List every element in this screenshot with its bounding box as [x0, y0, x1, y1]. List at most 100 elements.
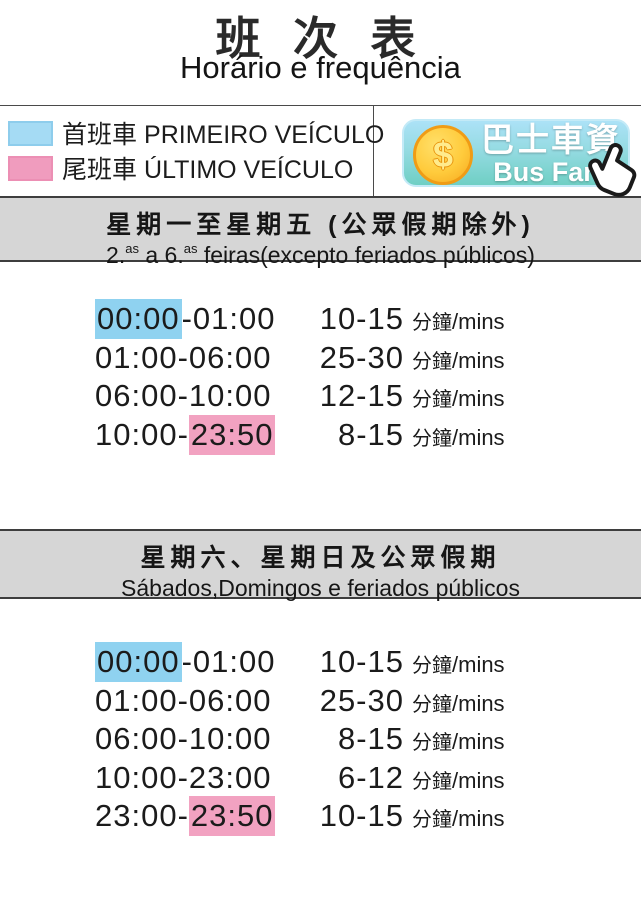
time-dash: - — [177, 339, 189, 375]
schedule-table-weekend: 00:00-01:00 10-15 分鐘/mins 01:00-06:00 25… — [95, 642, 505, 837]
pt-text: 2. — [106, 242, 126, 268]
frequency-unit: 分鐘/mins — [412, 760, 505, 796]
unit-en: /mins — [452, 347, 505, 373]
time-from: 06:00 — [95, 721, 178, 756]
schedule-row: 01:00-06:00 25-30 分鐘/mins — [95, 683, 505, 722]
page-title-zh: 班 次 表 — [215, 13, 426, 64]
legend-divider — [373, 106, 374, 197]
unit-en: /mins — [452, 690, 505, 716]
frequency-unit: 分鐘/mins — [412, 417, 505, 453]
time-range: 00:00-01:00 — [95, 299, 300, 339]
time-range: 10:00-23:50 — [95, 414, 300, 455]
frequency: 12-15 — [319, 378, 404, 413]
time-dash: - — [181, 644, 193, 679]
frequency-unit: 分鐘/mins — [412, 301, 505, 337]
schedule-row: 10:00-23:00 6-12 分鐘/mins — [95, 760, 505, 799]
time-from: 23:00 — [95, 798, 178, 833]
time-range: 01:00-06:00 — [95, 683, 300, 719]
frequency: 8-15 — [337, 416, 404, 452]
schedule-row: 00:00-01:00 10-15 分鐘/mins — [95, 299, 505, 340]
page-title-pt: Horário e frequência — [180, 50, 461, 85]
unit-en: /mins — [452, 806, 505, 831]
frequency-unit: 分鐘/mins — [412, 683, 505, 719]
schedule-row: 01:00-06:00 25-30 分鐘/mins — [95, 340, 505, 379]
time-range: 06:00-10:00 — [95, 721, 300, 757]
time-dash: - — [177, 682, 189, 718]
weekend-header-zh: 星期六、星期日及公眾假期 — [140, 544, 501, 572]
frequency-unit: 分鐘/mins — [412, 644, 505, 680]
frequency: 10-15 — [319, 798, 404, 833]
unit-en: /mins — [452, 386, 505, 411]
schedule-table-weekday: 00:00-01:00 10-15 分鐘/mins 01:00-06:00 25… — [95, 299, 505, 456]
frequency: 10-15 — [319, 301, 404, 336]
hand-cursor-icon — [586, 141, 641, 211]
legend-label-pt: ÚLTIMO VEÍCULO — [144, 156, 354, 184]
time-dash: - — [177, 759, 189, 795]
frequency: 8-15 — [337, 721, 404, 756]
time-dash: - — [177, 378, 189, 413]
pt-text: a 6. — [138, 242, 184, 268]
unit-zh: 分鐘 — [412, 809, 452, 831]
section-header-weekday: 星期一至星期五 (公眾假期除外) 2.as a 6.as feiras(exce… — [0, 196, 641, 268]
legend-section: 首班車 PRIMEIRO VEÍCULO 尾班車 ÚLTIMO VEÍCULO $ … — [0, 105, 641, 197]
time-to: 10:00 — [188, 721, 272, 756]
legend-items: 首班車 PRIMEIRO VEÍCULO 尾班車 ÚLTIMO VEÍCULO — [8, 118, 384, 188]
frequency-unit: 分鐘/mins — [412, 721, 505, 757]
time-dash: - — [177, 416, 189, 452]
time-range: 23:00-23:50 — [95, 796, 300, 836]
legend-item-first-vehicle: 首班車 PRIMEIRO VEÍCULO — [8, 115, 384, 151]
bus-fare-button[interactable]: $ 巴士車資 Bus Fare — [402, 119, 637, 197]
time-to: 01:00 — [192, 644, 276, 679]
time-from: 10:00 — [95, 759, 178, 795]
schedule-row: 00:00-01:00 10-15 分鐘/mins — [95, 642, 505, 683]
legend-label-zh: 尾班車 — [62, 156, 138, 184]
section-header-weekend: 星期六、星期日及公眾假期 Sábados,Domingos e feriados… — [0, 529, 641, 601]
time-to: 06:00 — [188, 339, 272, 375]
unit-zh: 分鐘 — [412, 350, 452, 373]
first-vehicle-time: 00:00 — [95, 642, 182, 682]
unit-zh: 分鐘 — [412, 770, 452, 793]
first-vehicle-swatch — [8, 120, 53, 146]
last-vehicle-swatch — [8, 155, 53, 181]
unit-zh: 分鐘 — [412, 312, 452, 334]
unit-en: /mins — [452, 652, 505, 677]
legend-item-last-vehicle: 尾班車 ÚLTIMO VEÍCULO — [8, 150, 384, 186]
time-range: 06:00-10:00 — [95, 378, 300, 414]
frequency: 6-12 — [337, 759, 404, 795]
weekday-header-zh: 星期一至星期五 (公眾假期除外) — [106, 211, 535, 239]
unit-en: /mins — [452, 424, 505, 450]
legend-label-pt: PRIMEIRO VEÍCULO — [144, 121, 385, 149]
dollar-sign: $ — [432, 134, 454, 175]
schedule-row: 06:00-10:00 8-15 分鐘/mins — [95, 721, 505, 760]
time-range: 10:00-23:00 — [95, 760, 300, 796]
frequency-unit: 分鐘/mins — [412, 798, 505, 834]
weekday-header-pt: 2.as a 6.as feiras(excepto feriados públ… — [0, 241, 641, 269]
unit-zh: 分鐘 — [412, 732, 452, 754]
frequency-unit: 分鐘/mins — [412, 378, 505, 414]
time-to: 01:00 — [192, 301, 276, 336]
first-vehicle-time: 00:00 — [95, 299, 182, 339]
pt-text: feiras(excepto feriados públicos) — [197, 242, 535, 268]
time-dash: - — [177, 798, 189, 833]
schedule-row: 10:00-23:50 8-15 分鐘/mins — [95, 414, 505, 456]
time-range: 00:00-01:00 — [95, 642, 300, 682]
time-to: 23:00 — [188, 759, 272, 795]
schedule-row: 06:00-10:00 12-15 分鐘/mins — [95, 378, 505, 417]
frequency: 25-30 — [319, 339, 404, 375]
frequency-unit: 分鐘/mins — [412, 340, 505, 376]
frequency: 10-15 — [319, 644, 404, 679]
time-from: 01:00 — [95, 339, 178, 375]
frequency: 25-30 — [319, 682, 404, 718]
last-vehicle-time: 23:50 — [188, 414, 276, 455]
legend-label: 尾班車 ÚLTIMO VEÍCULO — [62, 150, 353, 186]
weekend-header-pt: Sábados,Domingos e feriados públicos — [121, 575, 520, 601]
time-dash: - — [177, 721, 189, 756]
schedule-row: 23:00-23:50 10-15 分鐘/mins — [95, 796, 505, 837]
last-vehicle-time: 23:50 — [188, 796, 276, 836]
unit-zh: 分鐘 — [412, 655, 452, 677]
unit-zh: 分鐘 — [412, 693, 452, 716]
unit-zh: 分鐘 — [412, 427, 452, 450]
legend-label: 首班車 PRIMEIRO VEÍCULO — [62, 115, 384, 151]
pt-superscript: as — [183, 241, 198, 256]
